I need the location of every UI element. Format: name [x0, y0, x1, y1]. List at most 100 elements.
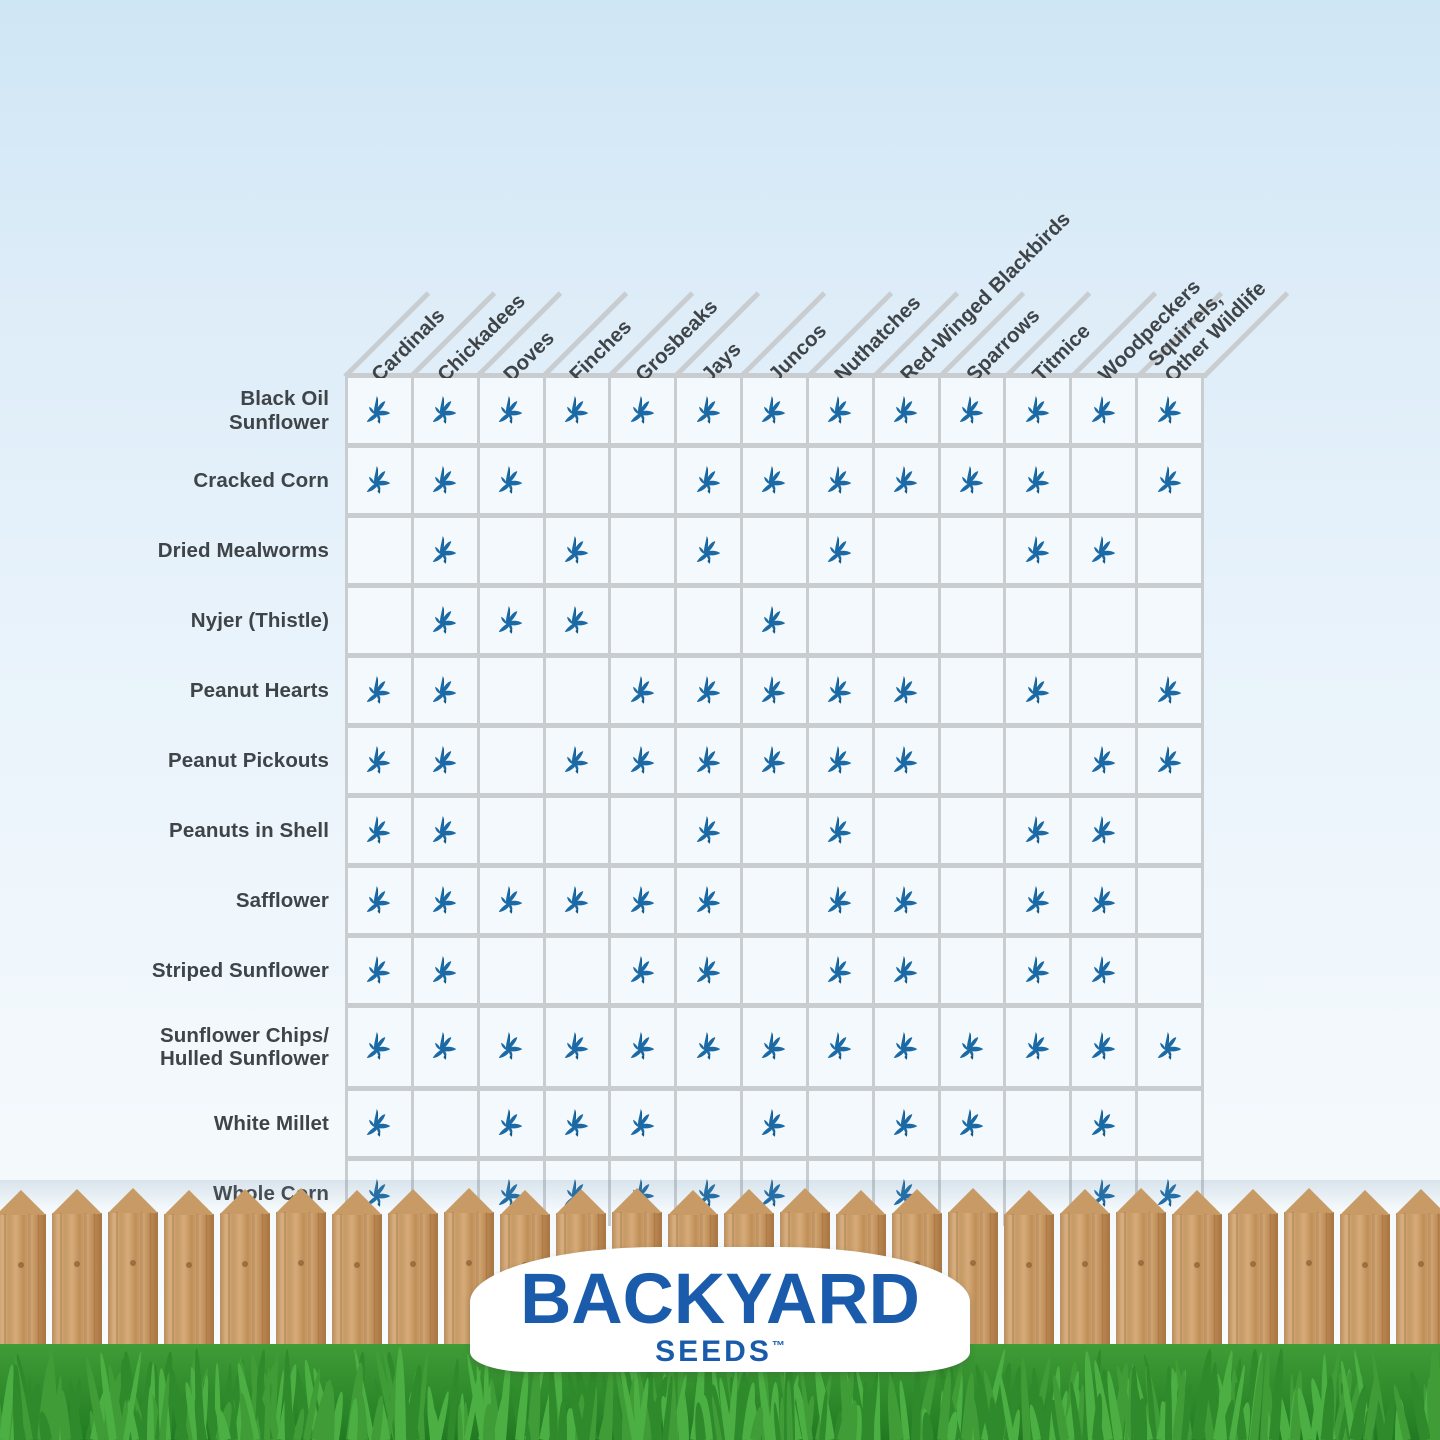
bird-icon: [1023, 535, 1053, 567]
header-diagonal-rule: [673, 291, 761, 379]
table-row: Safflower: [136, 868, 1204, 933]
bird-icon: [694, 745, 724, 777]
cell-empty: [940, 588, 1007, 653]
column-header-7: Juncos: [763, 319, 831, 387]
bird-icon: [430, 605, 460, 637]
cell-preferred: [611, 1091, 678, 1156]
cell-preferred: [413, 518, 480, 583]
bird-icon: [891, 1031, 921, 1063]
cell-preferred: [743, 1008, 809, 1086]
bird-icon: [430, 535, 460, 567]
cell-preferred: [1072, 728, 1139, 793]
cell-preferred: [1006, 448, 1073, 513]
column-header-11: Titmice: [1027, 319, 1095, 387]
cell-preferred: [1072, 518, 1139, 583]
row-separator-line: [345, 933, 1204, 938]
bird-icon: [364, 1031, 394, 1063]
cell-preferred: [677, 658, 744, 723]
cell-preferred: [677, 378, 744, 443]
bird-icon: [694, 395, 724, 427]
cell-preferred: [808, 868, 875, 933]
bird-icon: [562, 1031, 592, 1063]
bird-icon: [825, 395, 855, 427]
bird-icon: [1089, 885, 1119, 917]
column-header-4: Finches: [565, 315, 637, 387]
row-label: White Millet: [213, 1111, 329, 1135]
row-label: Dried Mealworms: [157, 538, 329, 562]
row-separator: [136, 583, 1204, 588]
header-diagonal-rule: [937, 291, 1025, 379]
bird-icon: [825, 955, 855, 987]
bird-icon: [1023, 675, 1053, 707]
row-cells: [345, 798, 1204, 863]
bird-icon: [1089, 395, 1119, 427]
column-header-12: Woodpeckers: [1093, 275, 1205, 387]
fence-decoration: [0, 1180, 1440, 1440]
cell-preferred: [677, 1008, 744, 1086]
bird-icon: [1155, 1031, 1185, 1063]
bird-icon: [430, 1031, 460, 1063]
cell-empty: [940, 938, 1007, 1003]
cell-empty: [743, 518, 809, 583]
bird-icon: [1089, 1108, 1119, 1140]
cell-preferred: [874, 658, 941, 723]
cell-preferred: [413, 1008, 480, 1086]
cell-preferred: [743, 658, 809, 723]
cell-preferred: [743, 378, 809, 443]
cell-empty: [1138, 798, 1204, 863]
grass-blade: [282, 1348, 293, 1440]
bird-icon: [957, 395, 987, 427]
cell-preferred: [808, 518, 875, 583]
bird-icon: [759, 465, 789, 497]
bird-icon: [496, 1031, 526, 1063]
header-diagonal-rule: [541, 291, 629, 379]
cell-preferred: [677, 938, 744, 1003]
header-diagonal-rule: [1202, 291, 1290, 379]
cell-preferred: [1006, 658, 1073, 723]
cell-preferred: [611, 378, 678, 443]
bird-icon: [364, 465, 394, 497]
cell-preferred: [808, 728, 875, 793]
cell-preferred: [611, 868, 678, 933]
table-row: Nyjer (Thistle): [136, 588, 1204, 653]
cell-empty: [413, 1091, 480, 1156]
bird-icon: [364, 815, 394, 847]
cell-empty: [940, 518, 1007, 583]
bird-icon: [891, 955, 921, 987]
cell-empty: [677, 1091, 744, 1156]
row-cells: [345, 868, 1204, 933]
cell-empty: [479, 518, 546, 583]
cell-empty: [1006, 728, 1073, 793]
cell-empty: [611, 588, 678, 653]
bird-icon: [825, 535, 855, 567]
bird-icon: [562, 745, 592, 777]
cell-preferred: [611, 658, 678, 723]
row-separator: [136, 1156, 1204, 1161]
header-diagonal-rule: [1070, 291, 1158, 379]
row-separator: [136, 513, 1204, 518]
logo-wordmark: BACKYARD: [518, 1258, 922, 1341]
cell-empty: [874, 518, 941, 583]
row-cells: [345, 588, 1204, 653]
row-separator-line: [345, 1156, 1204, 1161]
cell-empty: [479, 938, 546, 1003]
row-label: Sunflower Chips/Hulled Sunflower: [159, 1023, 329, 1070]
bird-icon: [825, 885, 855, 917]
bird-icon: [694, 955, 724, 987]
row-cells: [345, 658, 1204, 723]
bird-icon: [496, 885, 526, 917]
cell-empty: [479, 728, 546, 793]
bird-icon: [759, 675, 789, 707]
bird-icon: [364, 745, 394, 777]
bird-icon: [694, 465, 724, 497]
cell-preferred: [611, 938, 678, 1003]
cell-preferred: [1006, 868, 1073, 933]
cell-preferred: [479, 1091, 546, 1156]
cell-preferred: [545, 378, 612, 443]
cell-preferred: [413, 378, 480, 443]
row-label: Safflower: [235, 888, 329, 912]
cell-empty: [479, 658, 546, 723]
bird-icon: [1023, 395, 1053, 427]
cell-preferred: [345, 798, 414, 863]
bird-icon: [430, 955, 460, 987]
